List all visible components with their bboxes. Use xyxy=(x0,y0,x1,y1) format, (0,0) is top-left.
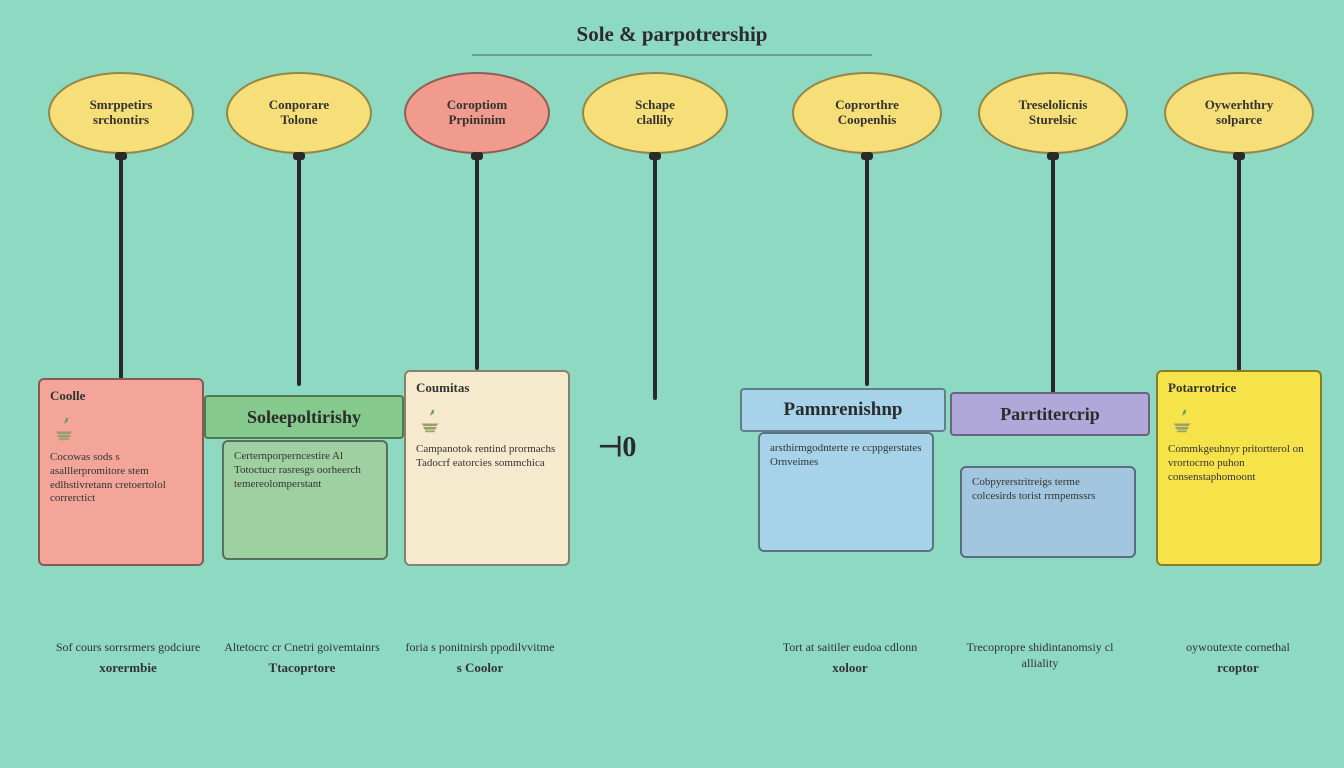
card-body: Commkgeuhnyr pritortterol on vrortocrno … xyxy=(1168,443,1310,484)
card-body: Cocowas sods s asalllerpromitore stem ed… xyxy=(50,451,192,506)
card-title: Coolle xyxy=(50,388,192,404)
ellipse-node-0: Smrppetirssrchontirs xyxy=(48,72,194,154)
connector-line-0 xyxy=(119,156,123,380)
card-body: Cobpyrerstritreigs terme colcesirds tori… xyxy=(972,476,1124,504)
info-card-4: Cobpyrerstritreigs terme colcesirds tori… xyxy=(960,466,1136,558)
bottom-caption-4: Trecopropre shidintanomsiy cl alliality xyxy=(960,640,1120,671)
bottom-caption-2: foria s ponitnirsh ppodilvvitmes Coolor xyxy=(400,640,560,676)
ellipse-node-6: Oywerhthrysolparce xyxy=(1164,72,1314,154)
bottom-caption-5: oywoutexte cornethalrcoptor xyxy=(1158,640,1318,676)
card-title: Coumitas xyxy=(416,380,558,396)
ellipse-node-1: ConporareTolone xyxy=(226,72,372,154)
ellipse-node-4: CoprorthreCoopenhis xyxy=(792,72,942,154)
connector-line-3 xyxy=(653,156,657,400)
band-label-2: Parrtitercrip xyxy=(950,392,1150,436)
card-title: Potarrotrice xyxy=(1168,380,1310,396)
connector-line-2 xyxy=(475,156,479,370)
band-label-0: Soleepoltirishy xyxy=(204,395,404,439)
card-body: arsthirmgodnterte re ccppgerstates Ornve… xyxy=(770,442,922,470)
connector-line-5 xyxy=(1051,156,1055,394)
ellipse-node-3: Schapeclallily xyxy=(582,72,728,154)
info-card-2: Coumitas Campanotok rentind prormachs Tad… xyxy=(404,370,570,566)
stack-icon xyxy=(50,410,192,451)
diagram-title: Sole & parpotrership xyxy=(577,22,768,47)
ellipse-node-2: CoroptiomPrpininim xyxy=(404,72,550,154)
bottom-caption-1: Altetocrc cr Cnetri goivemtainrsTtacoprt… xyxy=(222,640,382,676)
connector-line-4 xyxy=(865,156,869,386)
stack-icon xyxy=(1168,402,1310,443)
title-underline xyxy=(472,54,872,56)
info-card-3: arsthirmgodnterte re ccppgerstates Ornve… xyxy=(758,432,934,552)
stack-icon xyxy=(416,402,558,443)
arrow-connector: ⊣0 xyxy=(598,430,636,464)
ellipse-node-5: TreselolicnisSturelsic xyxy=(978,72,1128,154)
bottom-caption-3: Tort at saitiler eudoa cdlonnxoloor xyxy=(770,640,930,676)
connector-line-1 xyxy=(297,156,301,386)
bottom-caption-0: Sof cours sorrsrmers godciurexorermbie xyxy=(48,640,208,676)
card-body: Campanotok rentind prormachs Tadocrf eat… xyxy=(416,443,558,471)
connector-line-6 xyxy=(1237,156,1241,372)
info-card-5: Potarrotrice Commkgeuhnyr pritortterol on… xyxy=(1156,370,1322,566)
info-card-1: Certernporperncestire Al Totoctucr rasre… xyxy=(222,440,388,560)
info-card-0: Coolle Cocowas sods s asalllerpromitore s… xyxy=(38,378,204,566)
band-label-1: Pamnrenishnp xyxy=(740,388,946,432)
card-body: Certernporperncestire Al Totoctucr rasre… xyxy=(234,450,376,491)
